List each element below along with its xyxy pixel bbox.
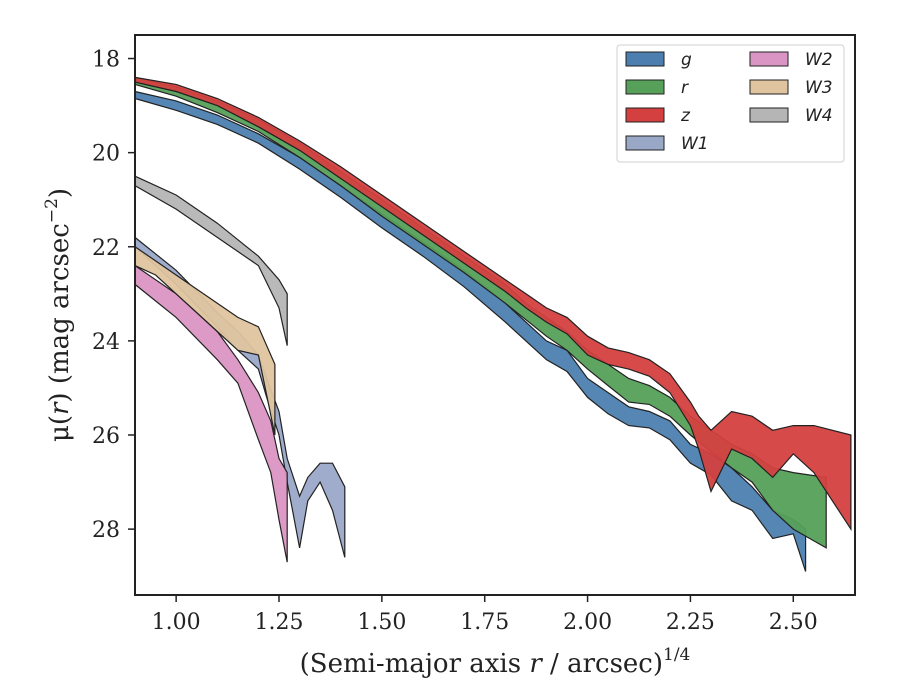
band-w3 xyxy=(134,245,276,436)
legend: grz W1 W2 W3 W4 xyxy=(616,44,845,163)
band-w2 xyxy=(134,264,288,563)
x-tick-label: 2.25 xyxy=(666,610,715,635)
legend-swatch-g xyxy=(625,51,665,67)
x-tick-label: 1.50 xyxy=(357,610,406,635)
band-w4 xyxy=(134,175,288,346)
legend-swatch-w3 xyxy=(749,79,789,95)
x-tick-label: 1.00 xyxy=(152,610,201,635)
y-tick-label: 26 xyxy=(92,424,120,449)
profile-bands xyxy=(134,76,852,572)
legend-label-g: g xyxy=(681,50,692,70)
x-tick-label: 2.50 xyxy=(769,610,818,635)
legend-label-w1: W1 xyxy=(681,134,709,154)
legend-label-w2: W2 xyxy=(805,50,833,70)
plot-frame xyxy=(134,34,856,596)
legend-label-z: z xyxy=(680,106,691,126)
y-tick-label: 20 xyxy=(92,142,120,167)
y-tick-label: 18 xyxy=(92,48,120,73)
legend-swatch-r xyxy=(625,79,665,95)
band-z xyxy=(134,76,852,532)
x-axis-title: (Semi-major axis r / arcsec)1/4 xyxy=(300,645,691,679)
legend-swatch-z xyxy=(625,107,665,123)
y-tick-label: 28 xyxy=(92,518,120,543)
x-tick-label: 1.75 xyxy=(460,610,509,635)
x-tick-label: 2.00 xyxy=(563,610,612,635)
legend-swatch-w1 xyxy=(625,135,665,151)
y-axis-title: μ(r) (mag arcsec−2) xyxy=(42,188,75,442)
legend-label-r: r xyxy=(681,78,689,98)
legend-swatch-w2 xyxy=(749,51,789,67)
legend-label-w4: W4 xyxy=(805,106,833,126)
legend-label-w3: W3 xyxy=(805,78,833,98)
legend-box xyxy=(616,44,845,163)
legend-swatch-w4 xyxy=(749,107,789,123)
x-tick-label: 1.25 xyxy=(255,610,304,635)
y-axis-ticks: 18 20 22 24 26 28 xyxy=(92,48,135,543)
y-tick-label: 22 xyxy=(92,236,120,261)
y-tick-label: 24 xyxy=(92,330,120,355)
x-axis-ticks: 1.00 1.25 1.50 1.75 2.00 2.25 2.50 xyxy=(152,595,818,635)
